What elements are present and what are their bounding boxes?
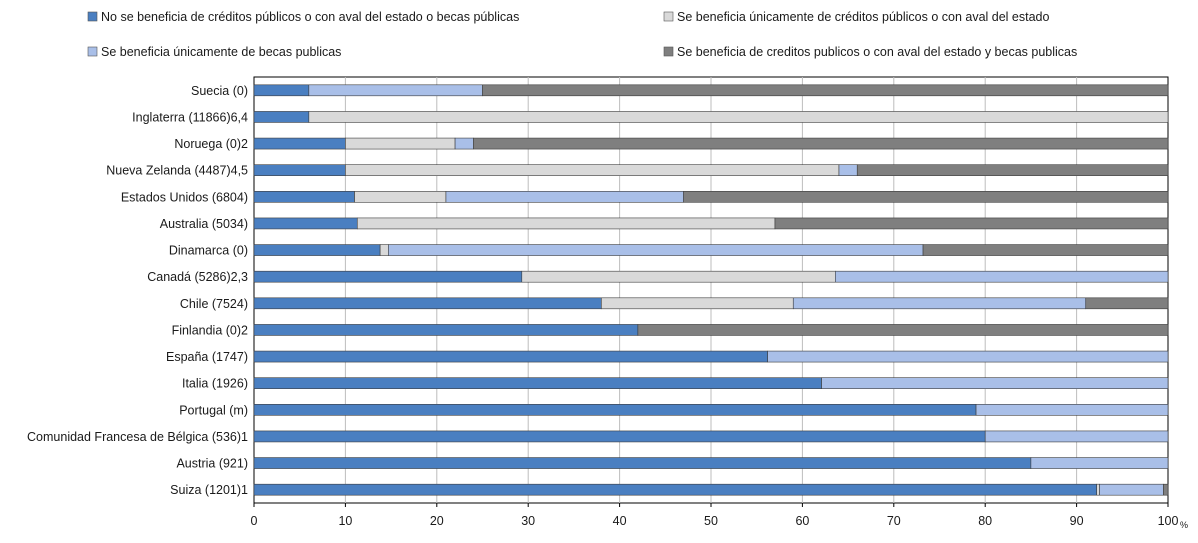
category-label: Noruega (0)2	[174, 137, 248, 151]
bar-segment	[253, 164, 346, 176]
bar-segment	[308, 111, 1169, 123]
legend-label: Se beneficia únicamente de créditos públ…	[677, 10, 1050, 24]
bar-segment	[253, 430, 986, 443]
bar-segment	[473, 137, 1169, 150]
bars	[253, 84, 1169, 496]
bar-segment	[984, 430, 1169, 443]
bar-segment	[975, 404, 1169, 416]
legend-swatch	[87, 46, 98, 57]
legend: No se beneficia de créditos públicos o c…	[87, 10, 1077, 59]
category-label: Dinamarca (0)	[169, 244, 248, 258]
bar-segment	[1030, 457, 1169, 469]
bar-segment	[683, 191, 1169, 203]
x-tick-label: 100	[1158, 514, 1179, 528]
bar-segment	[838, 164, 858, 176]
x-tick-label: 0	[251, 514, 258, 528]
category-label: Finlandia (0)2	[172, 323, 248, 337]
bar-segment	[388, 244, 924, 256]
category-labels: Suecia (0) Inglaterra (11866)6,4 Noruega (…	[27, 84, 248, 497]
category-label: Italia (1926)	[182, 377, 248, 391]
x-tick-label: 50	[704, 514, 718, 528]
category-label: Austria (921)	[176, 457, 248, 471]
category-label: Canadá (5286)2,3	[147, 270, 248, 284]
bar-segment	[253, 377, 822, 389]
bar-segment	[1163, 483, 1169, 496]
legend-label: Se beneficia únicamente de becas publica…	[101, 45, 341, 59]
bar-segment	[792, 297, 1087, 310]
x-axis: 0 10 20 30 40 50 60 70 80 90 100%	[251, 503, 1188, 530]
bar-segment	[253, 457, 1032, 469]
bar-segment	[454, 137, 474, 150]
category-label: Chile (7524)	[180, 297, 248, 311]
bar-segment	[253, 404, 977, 416]
category-label: Comunidad Francesa de Bélgica (536)1	[27, 430, 248, 444]
bar-segment	[482, 84, 1169, 97]
bar-segment	[253, 324, 639, 336]
legend-swatch	[663, 11, 674, 22]
bar-segment	[856, 164, 1169, 176]
bar-segment	[253, 137, 346, 150]
bar-segment	[345, 164, 840, 176]
x-unit-label: %	[1180, 520, 1188, 530]
bar-segment	[767, 350, 1169, 363]
x-tick-label: 30	[521, 514, 535, 528]
x-tick-label: 60	[795, 514, 809, 528]
category-label: Australia (5034)	[160, 217, 248, 231]
bar-segment	[308, 84, 483, 97]
bar-segment	[835, 270, 1169, 283]
bar-segment	[356, 217, 776, 230]
category-label: Suecia (0)	[191, 84, 248, 98]
bar-segment	[253, 217, 358, 230]
legend-swatch	[663, 46, 674, 57]
category-label: Suiza (1201)1	[170, 483, 248, 497]
bar-segment	[253, 84, 310, 97]
x-tick-label: 80	[978, 514, 992, 528]
bar-segment	[345, 137, 456, 150]
category-label: Portugal (m)	[179, 403, 248, 417]
bar-segment	[601, 297, 794, 310]
bar-segment	[379, 244, 389, 256]
x-tick-label: 40	[613, 514, 627, 528]
bar-segment	[1096, 483, 1100, 496]
bar-segment	[774, 217, 1169, 230]
bar-segment	[253, 483, 1098, 496]
x-tick-label: 70	[887, 514, 901, 528]
bar-segment	[253, 191, 355, 203]
x-tick-label: 10	[338, 514, 352, 528]
bar-segment	[253, 350, 768, 363]
category-label: Estados Unidos (6804)	[121, 190, 248, 204]
bar-segment	[253, 297, 602, 310]
x-tick-label: 90	[1070, 514, 1084, 528]
legend-label: Se beneficia de creditos publicos o con …	[677, 45, 1077, 59]
category-label: Nueva Zelanda (4487)4,5	[106, 164, 248, 178]
legend-swatch	[87, 11, 98, 22]
bar-segment	[445, 191, 684, 203]
legend-label: No se beneficia de créditos públicos o c…	[101, 10, 519, 24]
bar-segment	[1085, 297, 1169, 310]
bar-segment	[253, 244, 381, 256]
bar-segment	[637, 324, 1169, 336]
bar-segment	[354, 191, 447, 203]
bar-segment	[253, 270, 523, 283]
bar-segment	[1099, 483, 1164, 496]
category-label: España (1747)	[166, 350, 248, 364]
bar-segment	[821, 377, 1169, 389]
bar-segment	[521, 270, 836, 283]
x-tick-label: 20	[430, 514, 444, 528]
category-label: Inglaterra (11866)6,4	[132, 110, 248, 124]
bar-segment	[922, 244, 1169, 256]
bar-segment	[253, 111, 310, 123]
